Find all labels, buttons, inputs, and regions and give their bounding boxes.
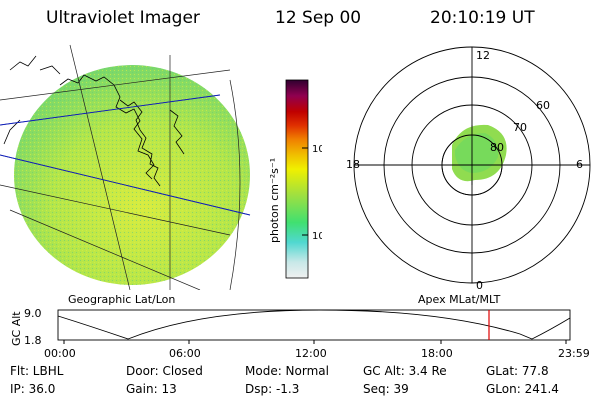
instrument-title: Ultraviolet Imager	[46, 8, 200, 28]
mlat-label-80: 80	[490, 141, 504, 154]
altitude-plot: GC Alt 9.0 1.8 00:00 06:00 12:00 18:00 2…	[10, 307, 590, 360]
geographic-label: Geographic Lat/Lon	[68, 293, 176, 306]
apex-label: Apex MLat/MLT	[418, 293, 501, 306]
polar-plot: 12 18 6 0 60 70 80	[346, 46, 591, 292]
colorbar-tick-100: 100	[312, 144, 322, 155]
altitude-curve	[57, 309, 571, 340]
coastline	[3, 55, 185, 187]
seq-info: Seq: 39	[363, 382, 409, 396]
mode-info: Mode: Normal	[245, 364, 329, 378]
gc-alt-info: GC Alt: 3.4 Re	[363, 364, 447, 378]
mlt-label-12: 12	[476, 49, 490, 62]
gc-alt-ylabel: GC Alt	[10, 311, 23, 346]
xtick-0600: 06:00	[169, 347, 201, 360]
gain-info: Gain: 13	[126, 382, 177, 396]
mlt-label-0: 0	[476, 279, 483, 292]
xtick-1200: 12:00	[295, 347, 327, 360]
time-label: 20:10:19 UT	[430, 8, 535, 28]
mlt-label-6: 6	[576, 158, 583, 171]
glat-info: GLat: 77.8	[486, 364, 549, 378]
colorbar: 100 10 photon cm⁻²s⁻¹	[268, 79, 322, 279]
xtick-1800: 18:00	[421, 347, 453, 360]
mlt-label-18: 18	[346, 158, 360, 171]
glon-info: GLon: 241.4	[486, 382, 559, 396]
colorbar-tick-10: 10	[312, 231, 322, 242]
xtick-0000: 00:00	[44, 347, 76, 360]
xtick-2359: 23:59	[558, 347, 590, 360]
dsp-info: Dsp: -1.3	[245, 382, 300, 396]
ytick-1.8: 1.8	[24, 334, 42, 347]
ip-info: IP: 36.0	[10, 382, 56, 396]
geographic-image	[0, 44, 251, 290]
door-info: Door: Closed	[126, 364, 203, 378]
mlat-label-70: 70	[513, 121, 527, 134]
date-label: 12 Sep 00	[275, 8, 362, 28]
colorbar-unit-label: photon cm⁻²s⁻¹	[268, 158, 281, 243]
mlat-label-60: 60	[536, 99, 550, 112]
ytick-9: 9.0	[24, 307, 42, 320]
filter-info: Flt: LBHL	[10, 364, 64, 378]
